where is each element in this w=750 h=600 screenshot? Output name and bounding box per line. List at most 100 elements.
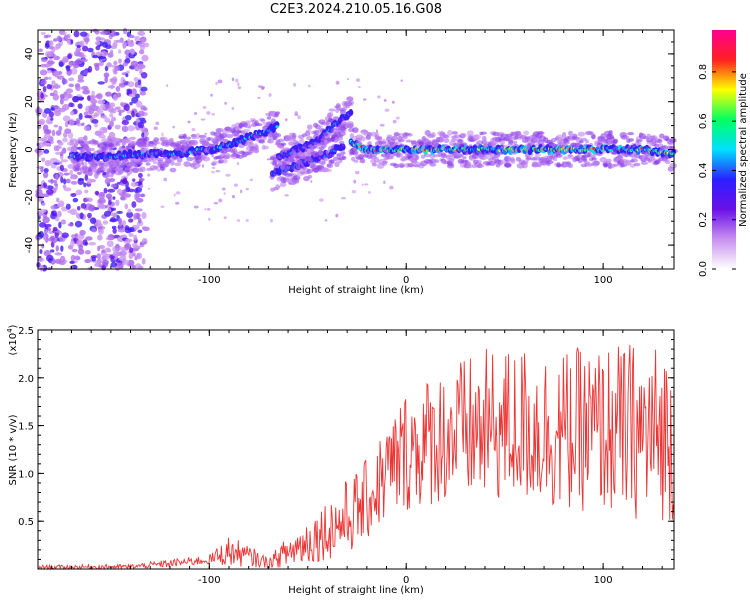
spectrogram-cell — [266, 158, 271, 161]
spectrogram-cell — [224, 126, 233, 131]
spectrogram-cell — [127, 226, 135, 233]
spectrogram-cell — [133, 76, 138, 82]
spectrogram-cell — [284, 194, 289, 197]
spectrogram-cell — [62, 178, 67, 185]
spectrogram-cell — [78, 113, 83, 120]
spectrogram-cell — [81, 165, 89, 171]
spectrogram-cell — [110, 217, 117, 222]
spectrogram-cell — [245, 188, 249, 191]
spectrogram-cell — [584, 139, 590, 144]
spectrogram-cell — [630, 159, 639, 163]
spectrogram-cell — [129, 247, 134, 254]
spectrogram-cell — [407, 162, 414, 167]
spectrogram-cell — [133, 234, 138, 241]
spectrogram-cell — [654, 160, 660, 165]
spectrogram-cell — [129, 101, 133, 106]
spectrogram-cell — [96, 253, 102, 260]
spectrogram-cell — [83, 125, 91, 132]
spectrogram-cell — [59, 164, 64, 172]
spectrogram-cell — [97, 234, 103, 241]
spectrogram-cell — [275, 125, 279, 129]
spectrogram-cell — [135, 93, 140, 99]
spectrogram-cell — [329, 159, 335, 164]
spectrogram-cell — [83, 111, 89, 116]
spectrogram-cell — [111, 207, 117, 211]
spectrogram-cell — [341, 155, 346, 160]
spectrogram-cell — [153, 165, 159, 170]
spectrogram-cell — [115, 265, 120, 271]
x-tick-label: -100 — [198, 575, 221, 586]
spectrogram-cell — [353, 159, 359, 163]
spectrogram-cell — [115, 86, 121, 92]
spectrogram-x-ticks: -100 0 100 — [51, 30, 663, 286]
spectrogram-cell — [134, 35, 141, 42]
spectrogram-cell — [65, 88, 74, 94]
spectrogram-cell — [555, 154, 563, 158]
x-tick-label: 100 — [594, 575, 613, 586]
spectrogram-cell — [187, 120, 191, 124]
spectrogram-cell — [88, 204, 96, 212]
spectrogram-cell — [127, 81, 135, 88]
spectrogram-cell — [54, 258, 62, 264]
spectrogram-cell — [153, 137, 160, 142]
spectrogram-cell — [46, 69, 52, 74]
spectrogram-cell — [68, 83, 74, 88]
y-tick-label: 2.0 — [18, 374, 34, 385]
spectrogram-cell — [49, 249, 55, 253]
spectrogram-cell — [204, 132, 207, 135]
spectrogram-cell — [103, 187, 108, 194]
spectrogram-cell — [367, 191, 372, 194]
y-tick-label: -20 — [24, 189, 35, 205]
spectrogram-cell — [310, 145, 316, 151]
spectrogram-cell — [43, 168, 49, 173]
spectrogram-cell — [384, 108, 390, 112]
spectrogram-cell — [116, 92, 122, 98]
spectrogram-cell — [68, 118, 75, 126]
spectrogram-cell — [101, 146, 109, 151]
spectrogram-cell — [47, 60, 55, 65]
spectrogram-cell — [561, 132, 567, 138]
spectrogram-cell — [200, 118, 206, 121]
spectrogram-cell — [53, 54, 57, 61]
spectrogram-cell — [383, 98, 387, 102]
y-tick-label: 2.5 — [18, 326, 34, 337]
spectrogram-cell — [48, 76, 52, 80]
spectrogram-cell — [266, 116, 272, 120]
spectrogram-cell — [93, 112, 99, 118]
spectrogram-cell — [126, 211, 134, 218]
spectrogram-cell — [426, 141, 434, 147]
spectrogram-cell — [191, 139, 199, 146]
spectrogram-cell — [222, 187, 226, 191]
spectrogram-cell — [107, 188, 116, 193]
chart-title: C2E3.2024.210.05.16.G08 — [269, 2, 443, 17]
spectrogram-cell — [41, 193, 50, 198]
spectrogram-cell — [84, 174, 89, 181]
spectrogram-cell — [606, 158, 612, 163]
spectrogram-cell — [139, 91, 147, 96]
spectrogram-cell — [123, 193, 132, 198]
spectrogram-cell — [145, 162, 151, 166]
spectrogram-cell — [53, 104, 59, 110]
spectrogram-cell — [455, 153, 464, 158]
spectrogram-cell — [89, 217, 97, 224]
spectrogram-cell — [61, 232, 69, 239]
spectrogram-cell — [297, 115, 301, 120]
spectrogram-cell — [122, 62, 129, 67]
spectrogram-cell — [307, 174, 313, 179]
spectrogram-cell — [258, 85, 263, 88]
spectrogram-cell — [40, 31, 46, 35]
spectrogram-cell — [479, 163, 485, 168]
colorbar-tick-label: 0.8 — [698, 64, 709, 80]
spectrogram-cell — [81, 85, 89, 91]
spectrogram-cell — [70, 240, 75, 248]
spectrogram-cell — [129, 48, 135, 54]
spectrogram-cell — [377, 95, 381, 99]
spectrogram-cell — [73, 50, 81, 57]
snr-y-label: SNR (10 * v/v) — [8, 414, 19, 485]
spectrogram-cell — [60, 220, 66, 224]
spectrogram-cell — [131, 110, 135, 118]
spectrogram-cell — [92, 28, 99, 33]
spectrogram-y-ticks: -40 -20 0 20 40 — [24, 29, 674, 270]
spectrogram-cell — [137, 229, 143, 234]
